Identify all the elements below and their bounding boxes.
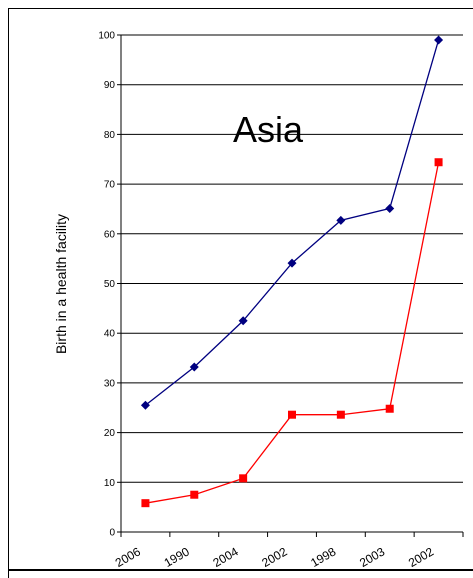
y-tick-label: 40 bbox=[104, 329, 116, 340]
x-tick-label: 2006 bbox=[113, 544, 143, 570]
y-tick-label: 100 bbox=[98, 31, 115, 42]
series-line-1 bbox=[145, 39, 440, 406]
x-tick-label: 2003 bbox=[357, 544, 387, 570]
diamond-point bbox=[336, 215, 346, 225]
chart-frame bbox=[8, 8, 473, 578]
gridlines bbox=[121, 34, 463, 483]
y-tick-label: 90 bbox=[104, 80, 116, 91]
diamond-point bbox=[140, 400, 150, 410]
x-tick-label: 2002 bbox=[259, 544, 289, 570]
diamond-point bbox=[189, 362, 199, 372]
x-tick-label: 2004 bbox=[211, 544, 241, 570]
x-tick-label: 1998 bbox=[308, 544, 338, 570]
diamond-point bbox=[238, 316, 248, 326]
square-point bbox=[434, 158, 443, 167]
y-tick-label: 80 bbox=[104, 130, 116, 141]
y-tick-label: 10 bbox=[104, 478, 116, 489]
y-tick-label: 30 bbox=[104, 378, 116, 389]
square-point bbox=[336, 410, 345, 419]
x-tick-label: 2002 bbox=[406, 544, 436, 570]
y-tick-label: 50 bbox=[104, 279, 116, 290]
x-tick-label: 1990 bbox=[162, 544, 192, 570]
y-tick-label: 60 bbox=[104, 229, 116, 240]
y-tick-label: 20 bbox=[104, 428, 116, 439]
chart-title: Asia bbox=[233, 109, 304, 150]
series-group bbox=[140, 35, 444, 508]
square-point bbox=[385, 404, 394, 413]
square-point bbox=[190, 490, 199, 499]
y-tick-labels: 0 10 20 30 40 50 60 70 80 90 100 bbox=[98, 31, 115, 539]
square-point bbox=[288, 410, 296, 419]
frame-bottom-border bbox=[8, 569, 473, 571]
square-point bbox=[141, 499, 150, 508]
diamond-point bbox=[287, 258, 297, 268]
y-tick-label: 70 bbox=[104, 180, 116, 191]
y-axis-label: Birth in a health facility bbox=[53, 214, 69, 354]
diamond-point bbox=[385, 203, 395, 213]
square-point bbox=[239, 474, 248, 483]
y-tick-label: 0 bbox=[109, 528, 115, 539]
x-tick-labels: 2006 1990 2004 2002 1998 2003 2002 bbox=[113, 544, 437, 570]
axes bbox=[117, 34, 464, 537]
diamond-point bbox=[434, 35, 444, 45]
